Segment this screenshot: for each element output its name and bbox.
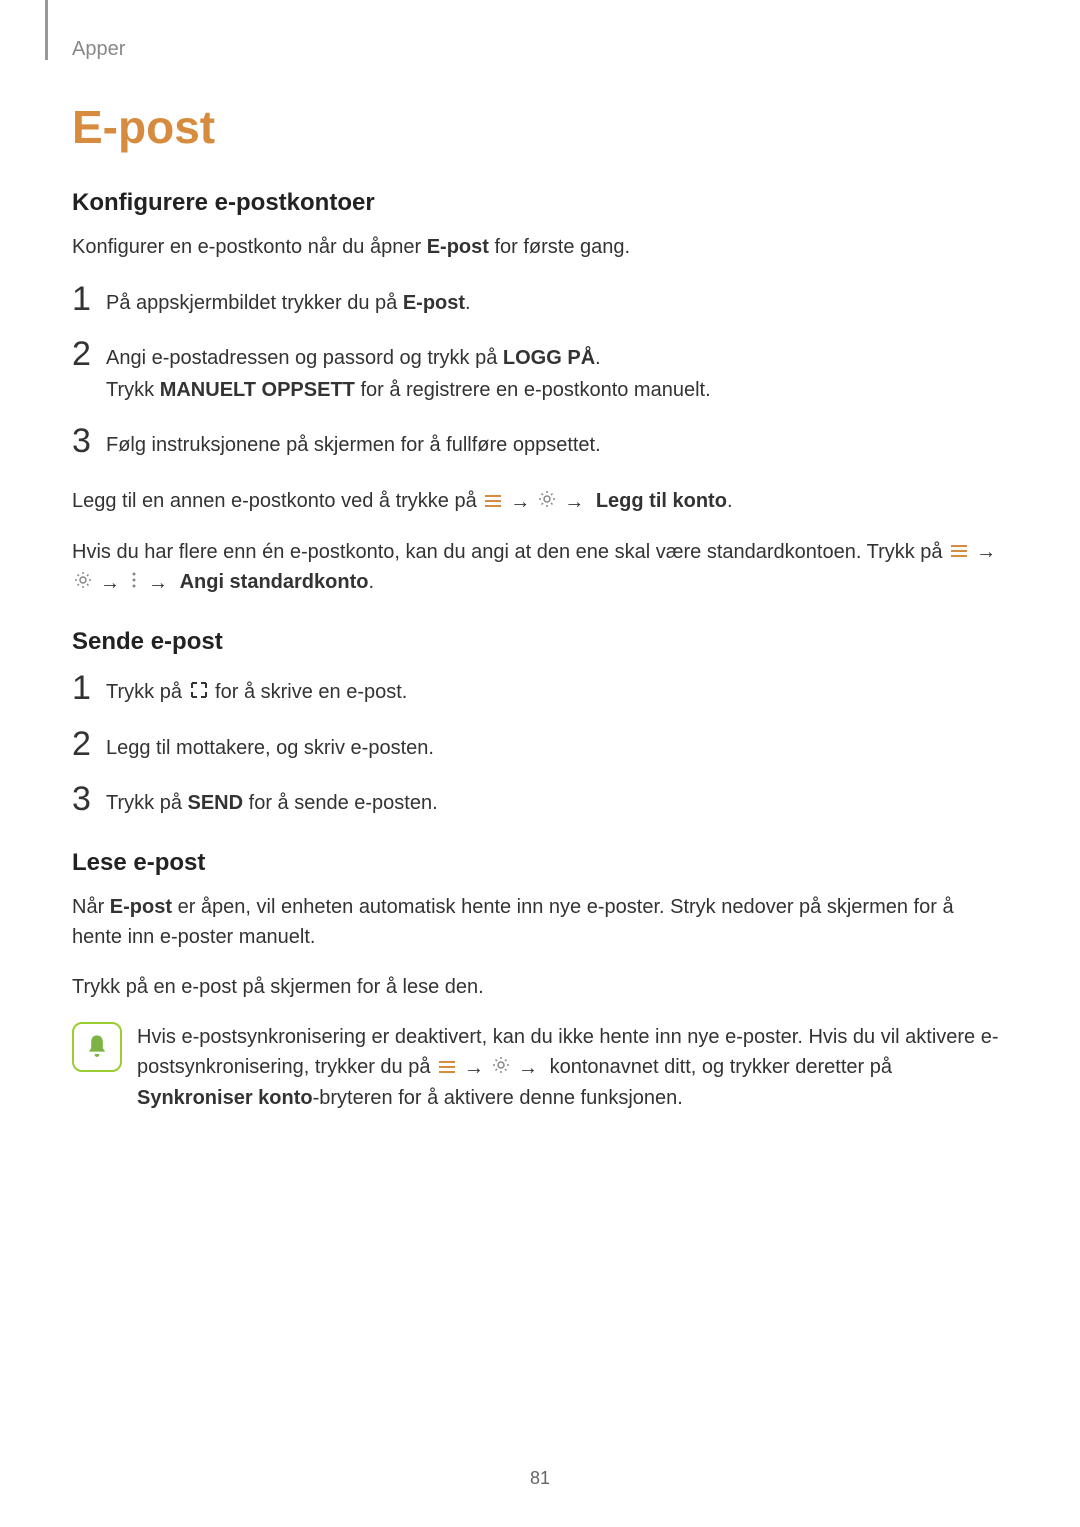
menu-icon	[438, 1053, 456, 1083]
note-box: Hvis e-postsynkronisering er deaktivert,…	[72, 1022, 1008, 1113]
text-bold: Synkroniser konto	[137, 1087, 313, 1109]
step-number: 1	[72, 282, 106, 316]
step-text: Trykk på SEND for å sende e-posten.	[106, 782, 438, 819]
text-span: -bryteren for å aktivere denne funksjone…	[313, 1087, 683, 1109]
text-span: for å registrere en e-postkonto manuelt.	[355, 379, 711, 401]
text-span: På appskjermbildet trykker du på	[106, 292, 403, 314]
text-bold: E-post	[403, 292, 465, 314]
list-item: 3 Trykk på SEND for å sende e-posten.	[72, 782, 1008, 819]
list-item: 3 Følg instruksjonene på skjermen for å …	[72, 424, 1008, 461]
compose-icon	[190, 677, 208, 709]
read-para2: Trykk på en e-post på skjermen for å les…	[72, 972, 1008, 1002]
note-text: Hvis e-postsynkronisering er deaktivert,…	[137, 1022, 1008, 1113]
config-steps-list: 1 På appskjermbildet trykker du på E-pos…	[72, 282, 1008, 461]
default-account-text: Hvis du har flere enn én e-postkonto, ka…	[72, 537, 1008, 598]
text-bold: MANUELT OPPSETT	[160, 379, 355, 401]
text-span: for første gang.	[489, 236, 630, 258]
text-bold: SEND	[188, 792, 244, 814]
text-span: Hvis du har flere enn én e-postkonto, ka…	[72, 541, 948, 563]
gear-icon	[538, 487, 556, 517]
send-steps-list: 1 Trykk på for å skrive en e-post. 2 Leg…	[72, 671, 1008, 819]
page-edge-indicator	[45, 0, 48, 60]
text-span: Trykk på	[106, 681, 188, 703]
list-item: 2 Legg til mottakere, og skriv e-posten.	[72, 727, 1008, 764]
step-number: 2	[72, 727, 106, 761]
text-span: .	[727, 490, 733, 512]
text-span: kontonavnet ditt, og trykker deretter på	[544, 1056, 892, 1078]
text-span: for å sende e-posten.	[243, 792, 438, 814]
text-span: Konfigurer en e-postkonto når du åpner	[72, 236, 427, 258]
note-icon-container	[72, 1022, 122, 1072]
arrow-icon: →	[464, 1053, 484, 1083]
step-number: 3	[72, 424, 106, 458]
section-heading-config: Konfigurere e-postkontoer	[72, 189, 1008, 217]
list-item: 1 På appskjermbildet trykker du på E-pos…	[72, 282, 1008, 319]
step-number: 2	[72, 337, 106, 371]
step-number: 1	[72, 671, 106, 705]
arrow-icon: →	[100, 568, 120, 598]
config-intro-text: Konfigurer en e-postkonto når du åpner E…	[72, 232, 1008, 262]
text-span: Trykk på	[106, 792, 188, 814]
gear-icon	[492, 1053, 510, 1083]
text-span: .	[595, 347, 601, 369]
arrow-icon: →	[148, 568, 168, 598]
page-title: E-post	[72, 100, 1008, 154]
text-bold: E-post	[427, 236, 489, 258]
add-account-text: Legg til en annen e-postkonto ved å tryk…	[72, 486, 1008, 517]
step-number: 3	[72, 782, 106, 816]
section-heading-read: Lese e-post	[72, 849, 1008, 877]
text-bold: Legg til konto	[596, 490, 727, 512]
page-number: 81	[0, 1468, 1080, 1489]
text-span: for å skrive en e-post.	[210, 681, 408, 703]
text-span: er åpen, vil enheten automatisk hente in…	[72, 896, 954, 948]
arrow-icon: →	[976, 537, 996, 567]
text-span: .	[465, 292, 471, 314]
arrow-icon: →	[564, 487, 584, 517]
menu-icon	[950, 537, 968, 567]
bell-icon	[83, 1033, 111, 1061]
step-text: Angi e-postadressen og passord og trykk …	[106, 337, 711, 406]
arrow-icon: →	[510, 487, 530, 517]
step-text: Trykk på for å skrive en e-post.	[106, 671, 407, 709]
read-para1: Når E-post er åpen, vil enheten automati…	[72, 892, 1008, 952]
text-span: Legg til en annen e-postkonto ved å tryk…	[72, 490, 482, 512]
step-text: Legg til mottakere, og skriv e-posten.	[106, 727, 434, 764]
list-item: 2 Angi e-postadressen og passord og tryk…	[72, 337, 1008, 406]
arrow-icon: →	[518, 1053, 538, 1083]
text-bold: E-post	[110, 896, 172, 918]
header-section-label: Apper	[72, 38, 125, 61]
more-icon	[128, 568, 140, 598]
text-span: Når	[72, 896, 110, 918]
step-text: På appskjermbildet trykker du på E-post.	[106, 282, 471, 319]
text-span: .	[368, 571, 374, 593]
page-content: E-post Konfigurere e-postkontoer Konfigu…	[72, 100, 1008, 1113]
gear-icon	[74, 568, 92, 598]
section-heading-send: Sende e-post	[72, 628, 1008, 656]
step-text: Følg instruksjonene på skjermen for å fu…	[106, 424, 601, 461]
text-bold: Angi standardkonto	[180, 571, 369, 593]
list-item: 1 Trykk på for å skrive en e-post.	[72, 671, 1008, 709]
text-bold: LOGG PÅ	[503, 347, 595, 369]
text-span: Trykk	[106, 379, 160, 401]
text-span: Angi e-postadressen og passord og trykk …	[106, 347, 503, 369]
menu-icon	[484, 487, 502, 517]
